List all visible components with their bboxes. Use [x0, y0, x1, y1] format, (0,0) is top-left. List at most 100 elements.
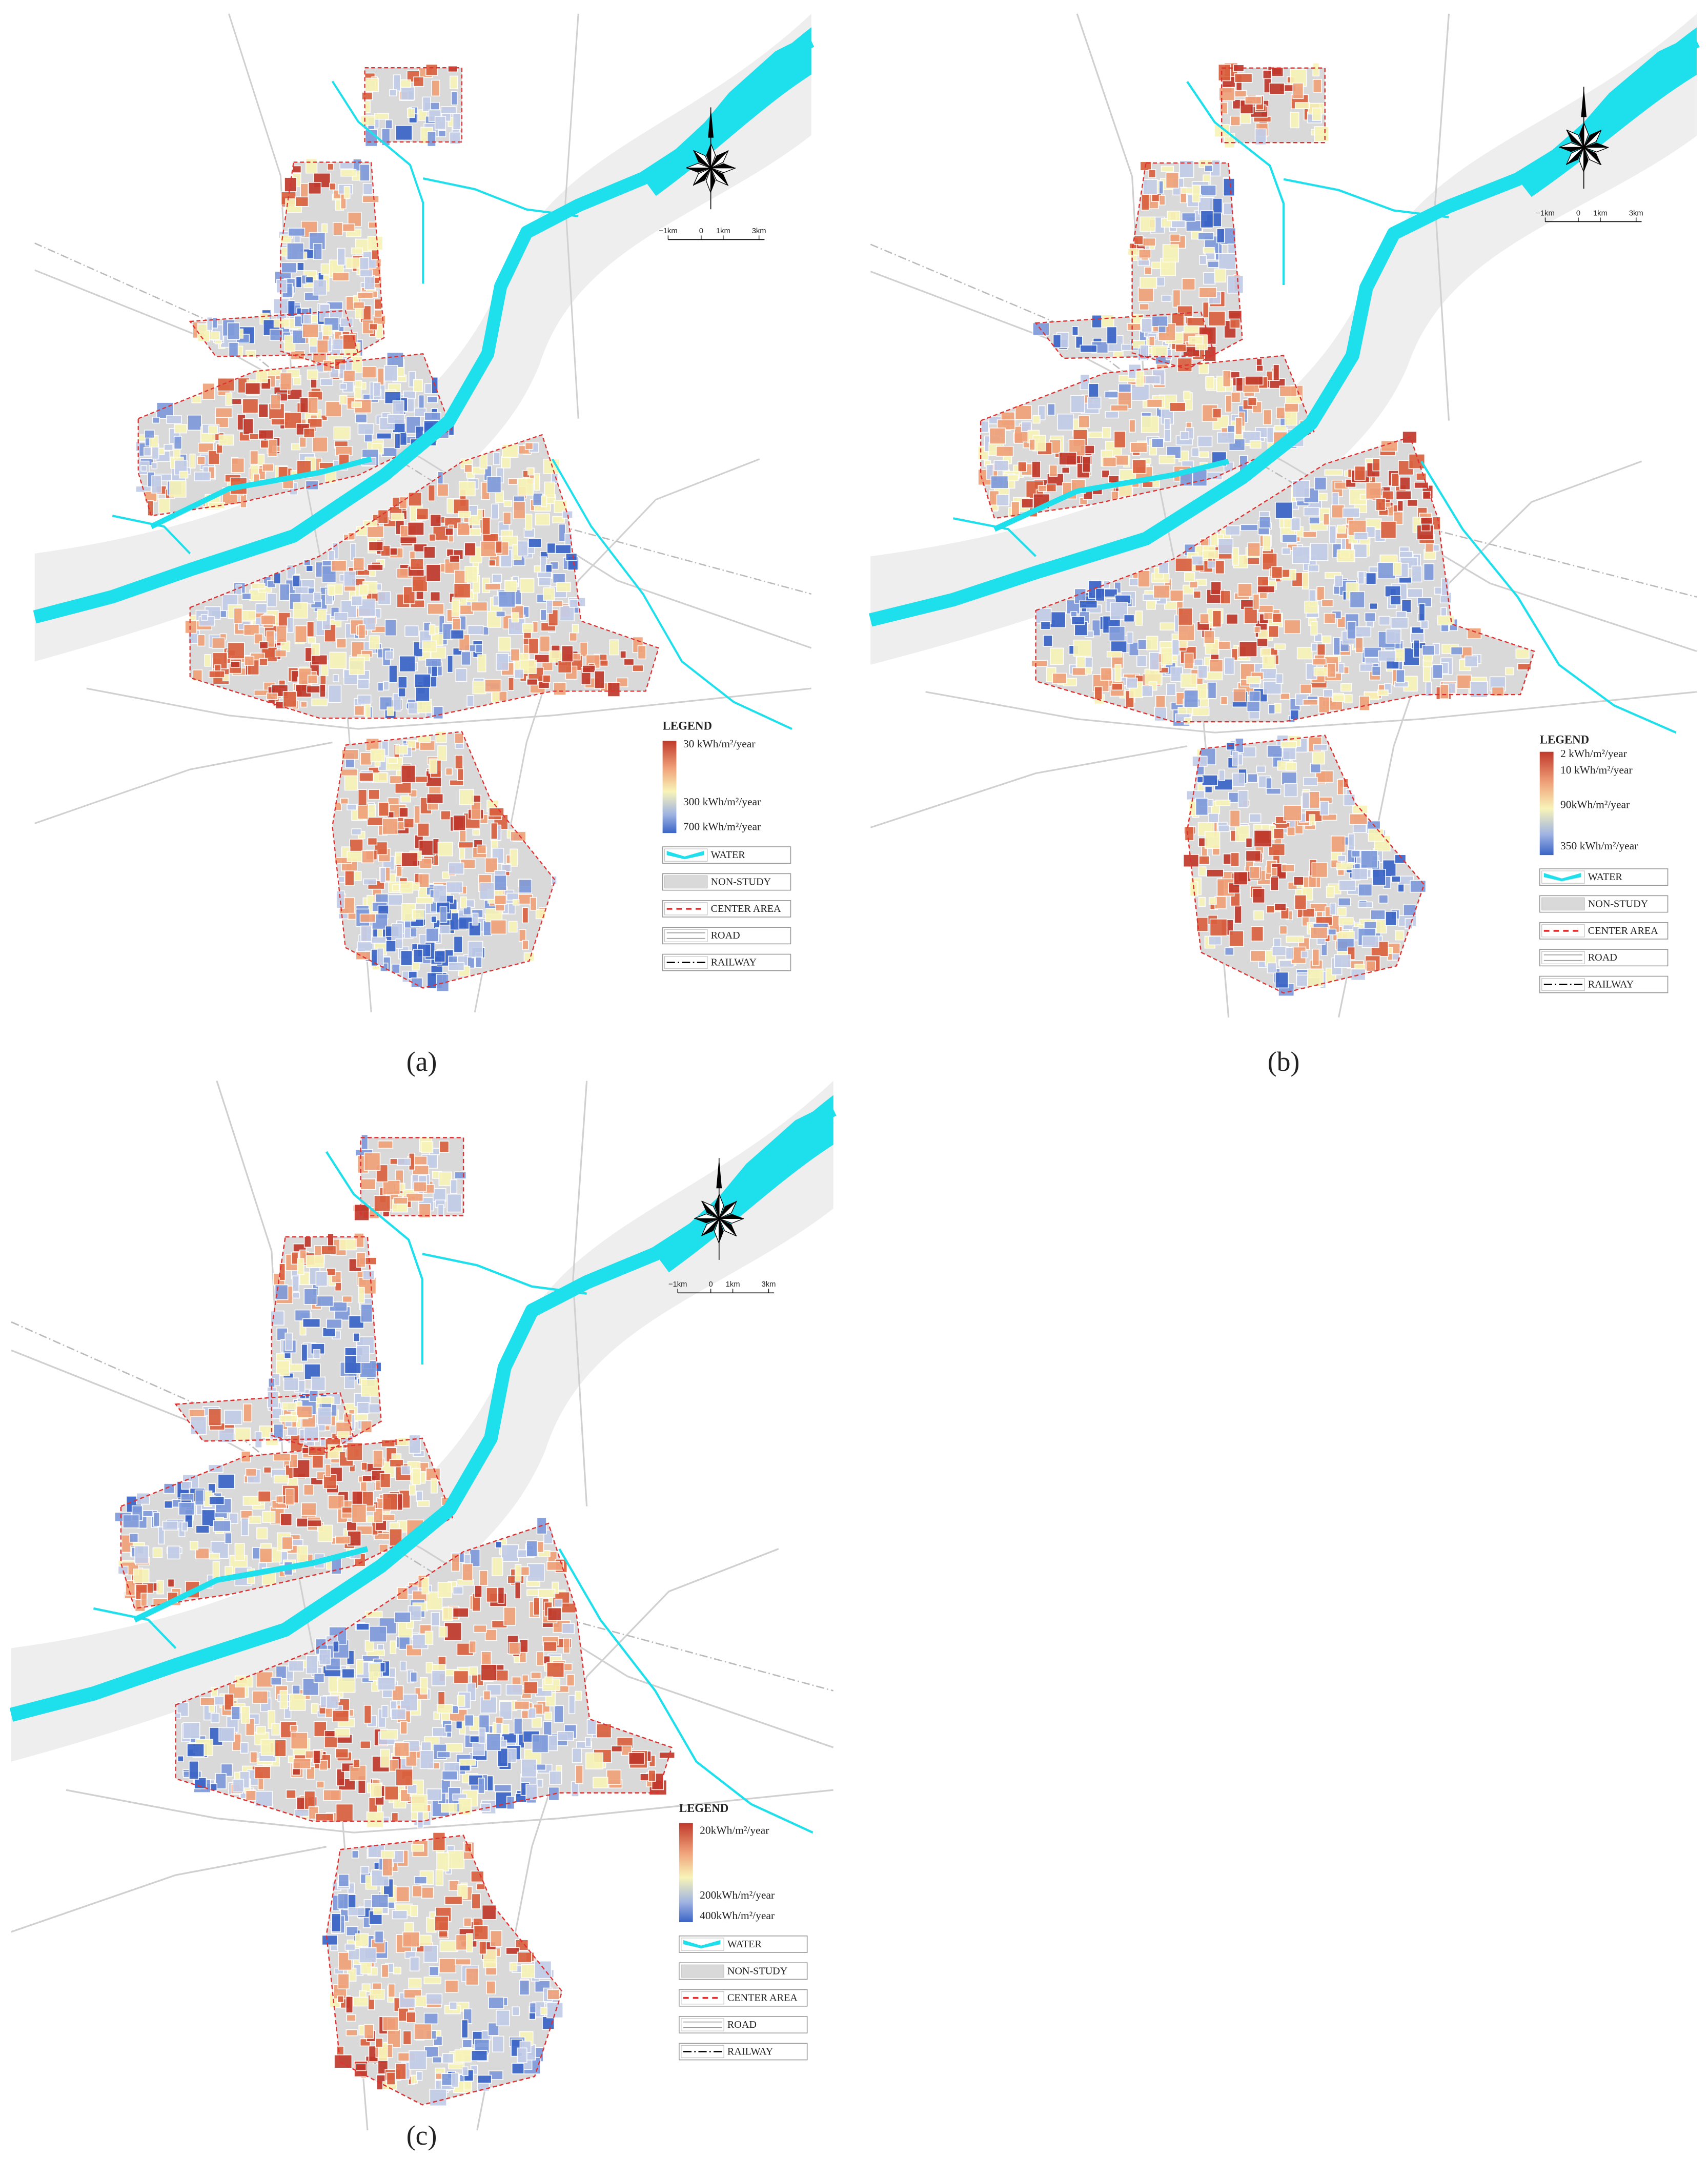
energy-block: [234, 1543, 245, 1561]
energy-block: [562, 511, 573, 519]
energy-block: [400, 86, 415, 100]
energy-block: [1050, 647, 1064, 665]
energy-block: [129, 1533, 139, 1543]
energy-block: [313, 1673, 325, 1683]
energy-block: [359, 913, 376, 923]
energy-block: [393, 693, 402, 711]
energy-block: [1274, 643, 1286, 650]
energy-block: [1331, 504, 1345, 519]
energy-block: [360, 1420, 373, 1433]
energy-block: [1248, 690, 1261, 703]
legend-item-label: RAILWAY: [1588, 979, 1634, 990]
energy-block: [1274, 425, 1287, 432]
energy-block: [552, 573, 566, 584]
energy-block: [513, 501, 526, 519]
energy-block: [1158, 195, 1166, 206]
energy-block: [1309, 517, 1320, 524]
map-panel: [868, 13, 1700, 1018]
energy-block: [392, 884, 400, 891]
energy-block: [386, 2071, 396, 2086]
energy-block: [1270, 876, 1279, 891]
energy-block: [1197, 232, 1214, 240]
energy-block: [273, 1475, 289, 1484]
energy-block: [244, 656, 255, 666]
energy-block: [1106, 326, 1117, 344]
energy-block: [1359, 696, 1370, 711]
energy-block: [338, 1873, 350, 1887]
energy-block: [283, 1377, 299, 1391]
energy-block: [409, 1484, 416, 1496]
energy-block: [355, 2063, 367, 2071]
energy-block: [393, 1197, 409, 1205]
energy-block: [1208, 935, 1222, 946]
energy-block: [517, 540, 528, 557]
energy-block: [534, 654, 551, 663]
energy-block: [511, 2063, 524, 2074]
energy-block: [316, 339, 329, 354]
energy-block: [526, 678, 538, 686]
energy-block: [607, 682, 621, 697]
energy-block: [1351, 868, 1368, 880]
energy-block: [1227, 243, 1237, 254]
energy-block: [462, 2066, 469, 2076]
energy-block: [400, 1465, 411, 1475]
energy-block: [1327, 663, 1336, 678]
energy-block: [1146, 636, 1158, 650]
energy-block: [384, 619, 397, 637]
energy-block: [166, 415, 182, 424]
energy-block: [373, 382, 381, 397]
energy-block: [414, 805, 420, 824]
energy-block: [343, 370, 356, 382]
energy-block: [323, 360, 332, 372]
energy-block: [1268, 704, 1275, 715]
energy-block: [623, 658, 635, 666]
energy-block: [1218, 253, 1236, 270]
energy-block: [343, 186, 351, 199]
energy-block: [215, 407, 233, 418]
energy-block: [329, 182, 336, 191]
tributary: [551, 458, 792, 730]
energy-block: [546, 599, 553, 614]
energy-block: [1144, 375, 1161, 384]
energy-block: [1141, 318, 1152, 333]
energy-block: [204, 654, 211, 667]
energy-block: [544, 481, 555, 498]
energy-block: [377, 1140, 394, 1149]
energy-block: [463, 1917, 472, 1927]
energy-block: [413, 76, 424, 87]
energy-block: [415, 1995, 428, 2007]
energy-block: [517, 478, 534, 496]
energy-block: [1283, 805, 1302, 821]
energy-block: [388, 1983, 396, 1998]
energy-block: [356, 1623, 370, 1631]
energy-block: [519, 578, 535, 593]
energy-block: [431, 1612, 440, 1626]
energy-block: [394, 1612, 411, 1623]
energy-block: [1266, 788, 1282, 795]
energy-block: [1207, 682, 1217, 699]
energy-block: [288, 228, 306, 237]
energy-block: [250, 450, 259, 465]
energy-block: [1344, 694, 1353, 704]
energy-block: [429, 1966, 439, 1976]
energy-block: [407, 522, 424, 536]
energy-block: [1140, 277, 1157, 289]
energy-block: [522, 940, 529, 950]
energy-block: [337, 1995, 344, 2003]
energy-block: [294, 586, 310, 595]
energy-block: [1338, 917, 1354, 926]
energy-block: [504, 580, 518, 592]
energy-block: [1247, 397, 1257, 406]
energy-block: [228, 342, 239, 357]
energy-block: [438, 1626, 448, 1638]
energy-block: [1312, 107, 1322, 121]
energy-block: [287, 617, 294, 633]
energy-block: [357, 695, 372, 705]
energy-block: [439, 1140, 450, 1153]
energy-block: [279, 1415, 298, 1422]
energy-block: [1284, 619, 1301, 635]
energy-block: [1372, 869, 1386, 886]
energy-block: [1250, 950, 1266, 962]
energy-block: [342, 334, 357, 350]
energy-block: [1111, 683, 1123, 691]
